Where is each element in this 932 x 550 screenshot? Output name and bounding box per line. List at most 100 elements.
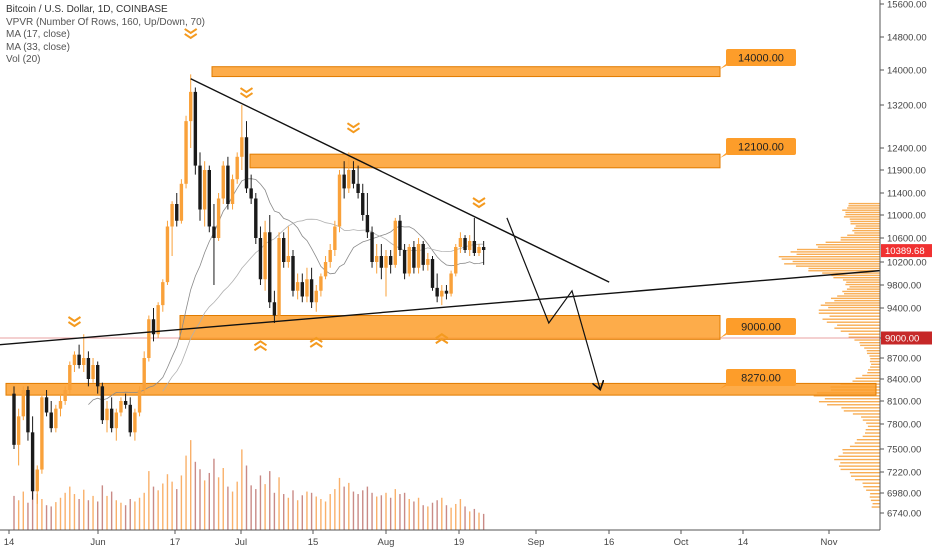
chart-legend: Bitcoin / U.S. Dollar, 1D, COINBASE VPVR… <box>6 4 205 67</box>
volume-bar <box>97 501 99 530</box>
volume-bar <box>441 497 443 530</box>
volume-bar <box>283 494 285 530</box>
volume-profile-row <box>867 372 880 374</box>
volume-bar <box>129 499 131 530</box>
volume-bar <box>436 500 438 530</box>
volume-profile-row <box>842 452 880 454</box>
volume-bar <box>403 492 406 530</box>
candle-body <box>91 365 95 379</box>
volume-profile-row <box>866 489 880 491</box>
volume-profile-row <box>827 404 880 406</box>
volume-bar <box>352 491 355 530</box>
candle-body <box>277 238 281 316</box>
volume-profile-row <box>796 253 880 255</box>
volume-profile-row <box>822 318 880 320</box>
candle-body <box>179 183 184 221</box>
volume-bar <box>59 497 62 530</box>
candle-body <box>189 91 193 122</box>
volume-profile-row <box>842 209 880 211</box>
volume-profile-row <box>855 225 880 227</box>
candle-body <box>468 241 472 250</box>
candle-body <box>435 287 439 297</box>
volume-bar <box>343 486 345 530</box>
candle-body <box>481 247 486 250</box>
volume-profile-row <box>845 211 880 214</box>
candle-body <box>161 282 165 306</box>
indicator-ma17: MA (17, close) <box>6 29 70 40</box>
volume-profile-row <box>854 227 880 230</box>
candle-body <box>156 305 160 335</box>
candle-body <box>235 156 239 180</box>
volume-profile-row <box>841 407 880 409</box>
volume-profile-row <box>845 213 880 216</box>
volume-bar <box>36 494 38 530</box>
candle-body <box>165 226 170 283</box>
volume-profile-row <box>817 246 880 248</box>
volume-profile-row <box>834 299 880 302</box>
candle-body <box>323 262 328 277</box>
candle-body <box>72 354 77 365</box>
candle-body <box>444 290 449 294</box>
volume-profile-row <box>872 503 880 505</box>
candle-body <box>268 232 272 303</box>
candle-body <box>96 365 100 387</box>
volume-profile-row <box>854 339 880 341</box>
time-axis: 14 Jun 17 Jul 15 Aug 19 Sep 16 Oct 14 Nov <box>4 530 838 548</box>
candle-body <box>230 179 235 204</box>
volume-bar <box>357 494 359 530</box>
volume-bar <box>64 492 66 530</box>
candle-body <box>430 259 435 288</box>
volume-profile-row <box>855 377 880 379</box>
candle-body <box>202 170 207 210</box>
zone-callout-label: 9000.00 <box>741 322 781 334</box>
volume-profile-row <box>808 270 880 272</box>
volume-bar <box>55 502 57 530</box>
candle-body <box>361 193 365 215</box>
candle-body <box>295 282 300 291</box>
candle-body <box>49 412 53 429</box>
volume-bar <box>203 480 206 530</box>
candle-body <box>351 170 356 184</box>
volume-profile-row <box>842 290 880 293</box>
zone-callout-label: 12100.00 <box>738 142 784 154</box>
candle-body <box>123 401 128 405</box>
volume-profile-row <box>871 363 880 365</box>
volume-bar <box>273 492 276 530</box>
volume-profile-row <box>849 218 880 220</box>
volume-bar <box>31 480 34 530</box>
candle-body <box>412 247 416 268</box>
volume-profile-row <box>842 449 880 451</box>
support-resistance-zone <box>249 153 721 169</box>
chevron-down-icon <box>472 197 486 209</box>
support-resistance-zone <box>211 66 721 78</box>
volume-profile-row <box>837 324 880 326</box>
volume-bar <box>264 484 266 530</box>
candle-body <box>291 256 295 291</box>
volume-profile-row <box>848 202 880 205</box>
candle-body <box>258 238 263 280</box>
volume-bar <box>27 502 29 530</box>
volume-bar <box>217 477 220 530</box>
volume-profile-row <box>795 265 880 267</box>
volume-bar <box>22 491 24 530</box>
volume-bar <box>101 485 104 530</box>
candle-body <box>379 256 384 268</box>
volume-profile-row <box>863 486 880 488</box>
candle-body <box>216 198 221 238</box>
candle-body <box>35 469 39 492</box>
volume-profile-row <box>870 366 880 368</box>
volume-bar <box>231 491 234 530</box>
volume-bar <box>413 501 415 530</box>
volume-bar <box>385 492 387 530</box>
volume-profile-row <box>859 342 880 344</box>
volume-bar <box>427 506 429 530</box>
candle-body <box>458 238 463 247</box>
candle-body <box>128 404 132 433</box>
volume-bar <box>380 495 383 530</box>
price-tick-label: 13200.00 <box>887 101 927 112</box>
volume-bar <box>431 502 434 530</box>
volume-profile-row <box>838 455 880 457</box>
candle-body <box>347 170 351 189</box>
volume-bar <box>92 495 94 530</box>
